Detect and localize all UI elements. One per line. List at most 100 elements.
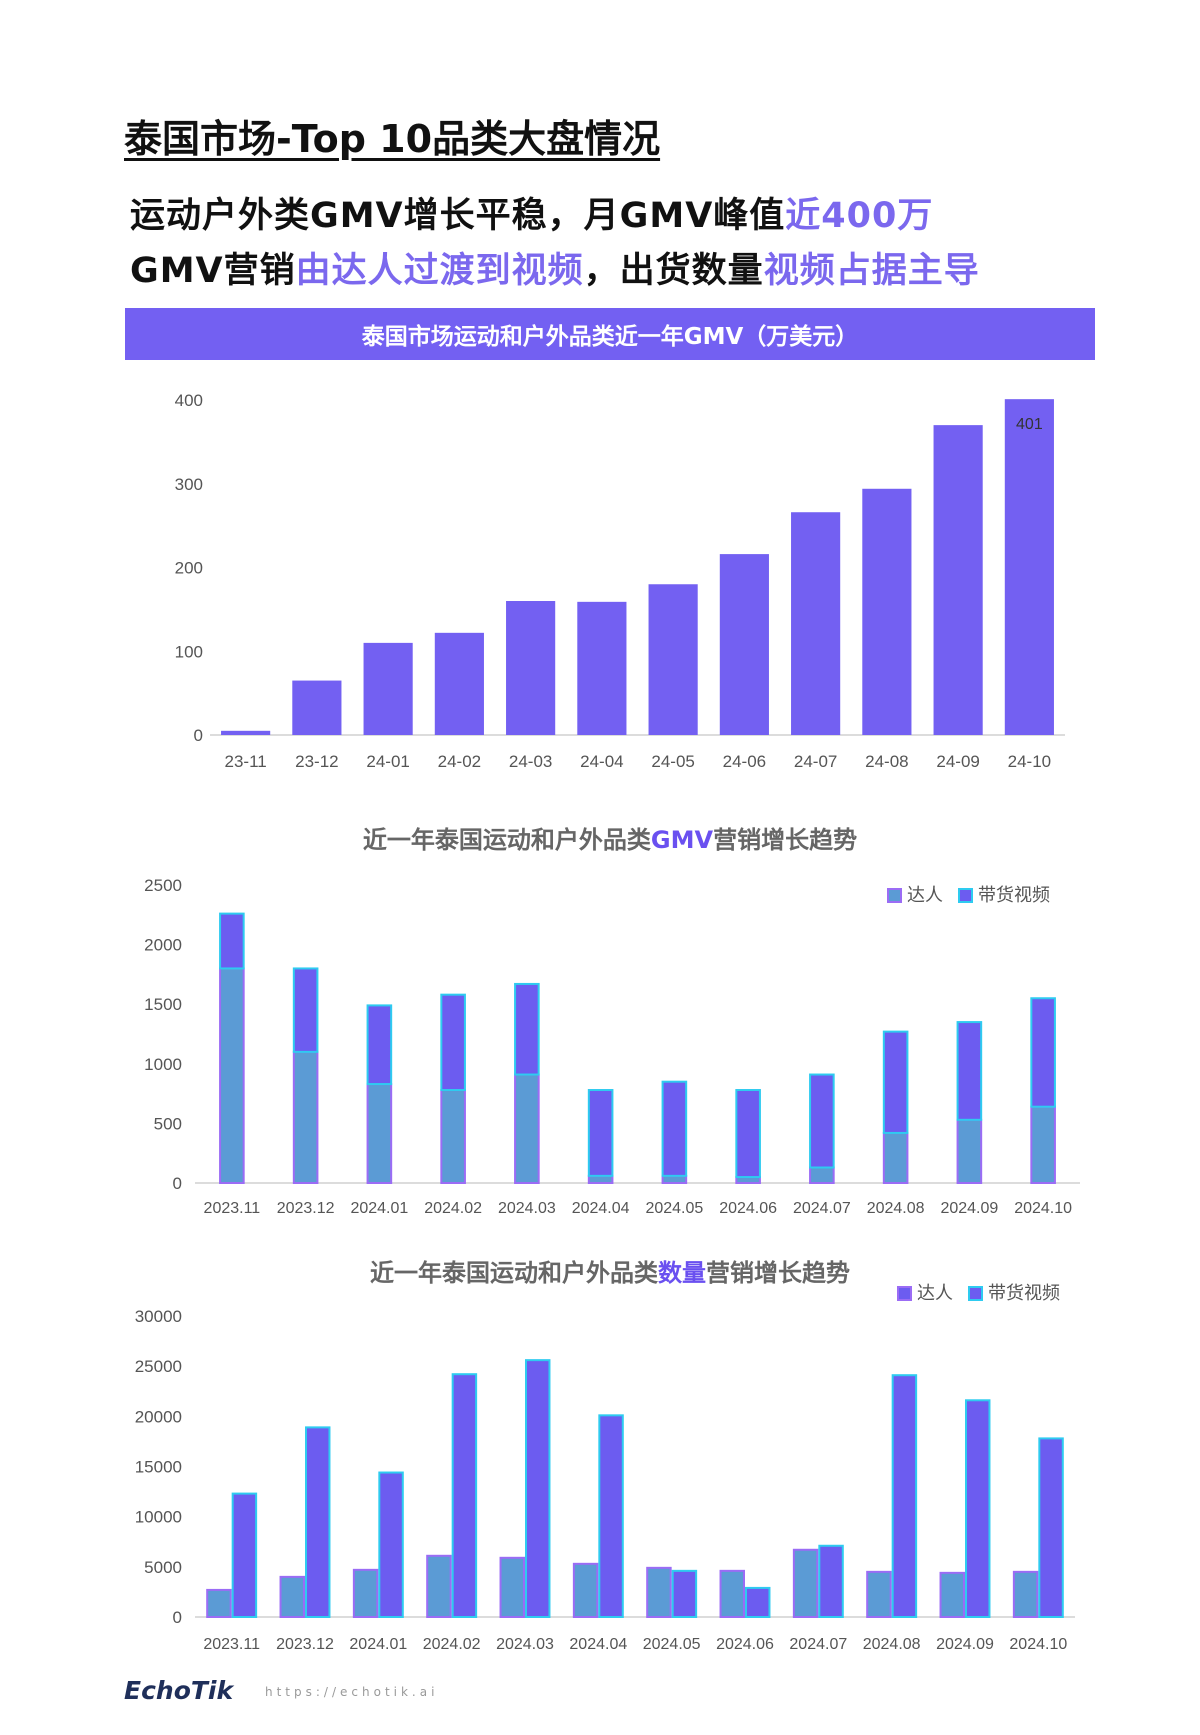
bar-talent: [499, 1556, 525, 1619]
gmv-bar-chart: 0 100 200 300 400 23-11 23-12 24-01 24-02 24-03 24…: [175, 391, 1065, 771]
bar: [648, 584, 698, 735]
x-tick-label: 24-07: [794, 752, 837, 771]
x-tick-label: 24-09: [936, 752, 979, 771]
bar: [506, 601, 556, 735]
x-tick-label: 23-12: [295, 752, 338, 771]
x-tick-label: 2024.05: [643, 1636, 701, 1653]
bar-talent: [809, 1166, 835, 1184]
x-tick-label: 2024.04: [572, 1200, 630, 1217]
bar: [933, 425, 983, 735]
chart2-title-b: GMV: [650, 826, 714, 854]
bar: [791, 512, 841, 735]
bar-video: [231, 1492, 258, 1618]
bar-video: [809, 1073, 835, 1169]
y-tick-label: 25000: [135, 1357, 182, 1376]
y-tick-label: 10000: [135, 1508, 182, 1527]
bar-video: [378, 1471, 404, 1618]
bar-video: [818, 1544, 844, 1618]
bar-video: [671, 1569, 698, 1619]
bar-video: [305, 1426, 331, 1618]
bar-video: [292, 967, 319, 1053]
bar-video: [1038, 1437, 1064, 1618]
headline-2-text-a: GMV营销: [130, 251, 296, 291]
bar: [719, 554, 769, 735]
bar-talent: [792, 1548, 819, 1619]
chart2-title-c: 营销增长趋势: [713, 826, 858, 854]
bar-video: [598, 1414, 624, 1618]
x-tick-label: 2024.09: [936, 1636, 994, 1653]
chart3-title-b: 数量: [658, 1259, 706, 1287]
x-tick-label: 2024.02: [424, 1200, 482, 1217]
y-tick-label: 2500: [144, 876, 182, 895]
x-tick-label: 2024.03: [496, 1636, 554, 1653]
bar-talent: [661, 1174, 688, 1184]
bar: [1004, 399, 1054, 735]
y-tick-label: 0: [173, 1608, 182, 1627]
bar-video: [745, 1586, 771, 1618]
bar-talent: [1012, 1570, 1039, 1619]
bar-video: [1030, 997, 1056, 1108]
footer-url[interactable]: https://echotik.ai: [265, 1685, 439, 1699]
bar-video: [525, 1359, 551, 1618]
y-tick-label: 100: [175, 642, 203, 661]
y-tick-label: 400: [175, 391, 203, 410]
bar-video: [956, 1021, 983, 1121]
bar-talent: [939, 1571, 965, 1618]
y-tick-label: 500: [154, 1114, 182, 1133]
headline-2-text-b: ，出货数量: [583, 251, 764, 291]
x-tick-label: 2024.10: [1014, 1200, 1072, 1217]
y-tick-label: 30000: [135, 1307, 182, 1326]
x-tick-label: 2024.02: [423, 1636, 481, 1653]
chart1-title-banner: 泰国市场运动和户外品类近一年GMV（万美元）: [125, 308, 1095, 360]
bar-video: [514, 982, 540, 1076]
quantity-marketing-grouped-chart: 0 5000 10000 15000 20000 25000 30000 2023.11 202…: [135, 1283, 1075, 1653]
chart2-title-a: 近一年泰国运动和户外品类: [362, 826, 651, 854]
bar-talent: [719, 1569, 745, 1619]
bar-video: [882, 1030, 909, 1134]
bar-video: [366, 1004, 393, 1086]
bar-video: [891, 1374, 918, 1618]
legend-label-talent: 达人: [917, 1283, 953, 1304]
page-title: 泰国市场-Top 10品类大盘情况: [124, 117, 661, 161]
bar-talent: [956, 1118, 983, 1185]
chart3-title: 近一年泰国运动和户外品类数量营销增长趋势: [125, 1253, 1095, 1288]
bar-talent: [646, 1566, 672, 1619]
y-tick-label: 20000: [135, 1407, 182, 1426]
headline-2: GMV营销由达人过渡到视频，出货数量视频占据主导: [130, 242, 980, 293]
bar-talent: [882, 1131, 909, 1185]
headline-1-highlight: 近400万: [785, 196, 934, 236]
x-tick-label: 24-03: [509, 752, 552, 771]
bar-video: [587, 1089, 614, 1177]
x-tick-label: 2023.11: [204, 1200, 261, 1217]
x-tick-label: 24-04: [580, 752, 623, 771]
x-tick-label: 2024.08: [867, 1200, 925, 1217]
bar-talent: [587, 1174, 614, 1184]
bar: [292, 680, 342, 735]
bar-talent: [440, 1089, 466, 1184]
x-tick-label: 2023.11: [203, 1636, 260, 1653]
x-tick-label: 2024.07: [793, 1200, 851, 1217]
x-tick-label: 2024.06: [716, 1636, 774, 1653]
x-tick-label: 2024.01: [349, 1636, 407, 1653]
y-tick-label: 1000: [144, 1055, 182, 1074]
bar-talent: [366, 1083, 393, 1184]
x-tick-label: 24-05: [651, 752, 694, 771]
bar: [434, 632, 484, 735]
headline-2-highlight-a: 由达人过渡到视频: [295, 251, 584, 291]
y-tick-label: 0: [194, 726, 203, 745]
headline-2-highlight-b: 视频占据主导: [763, 251, 980, 291]
x-tick-label: 2024.09: [940, 1200, 998, 1217]
x-tick-label: 2024.06: [719, 1200, 777, 1217]
bar-talent: [1030, 1105, 1056, 1185]
y-tick-label: 2000: [144, 936, 182, 955]
bar-talent: [292, 1050, 319, 1184]
bar-talent: [514, 1073, 540, 1184]
headline-1: 运动户外类GMV增长平稳，月GMV峰值近400万: [130, 187, 933, 238]
legend-swatch-talent: [887, 888, 902, 903]
x-tick-label: 2023.12: [276, 1636, 334, 1653]
y-tick-label: 15000: [135, 1458, 182, 1477]
bar-talent: [426, 1554, 452, 1618]
bar-talent: [219, 967, 245, 1184]
bar: [363, 642, 413, 735]
legend-label-video: 带货视频: [978, 885, 1050, 906]
